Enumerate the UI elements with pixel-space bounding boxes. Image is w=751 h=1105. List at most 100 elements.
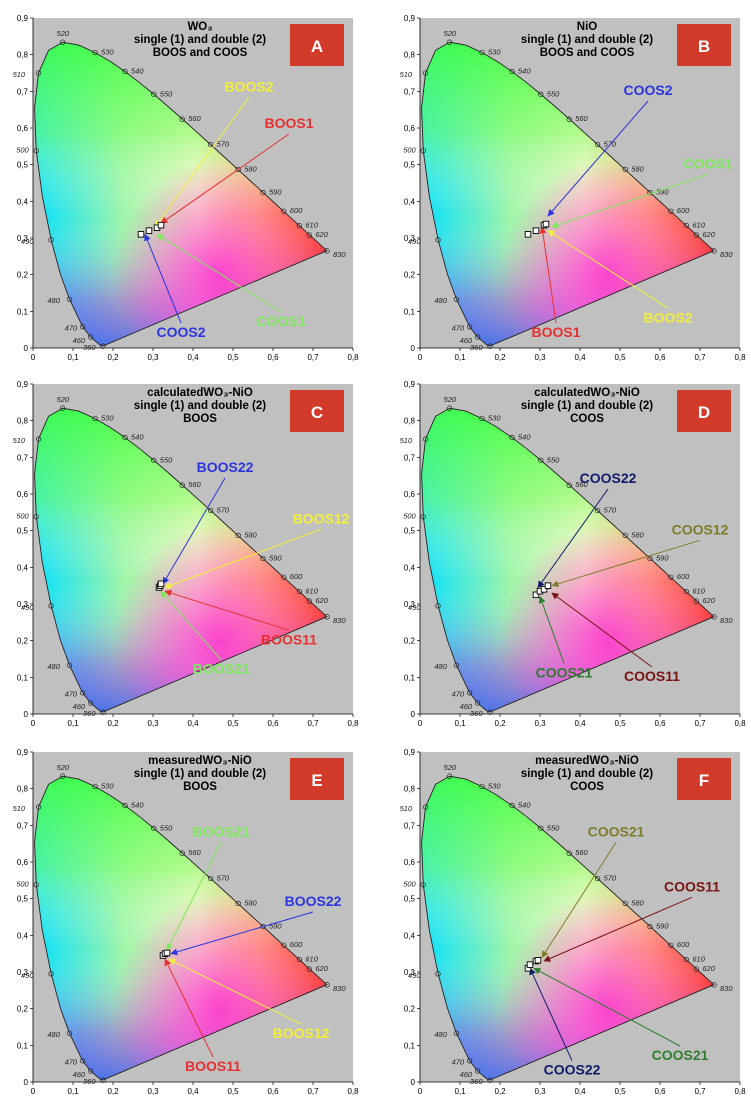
locus-marker-570 xyxy=(207,875,214,882)
panel-letter: A xyxy=(311,37,323,56)
locus-label-830: 830 xyxy=(720,984,733,993)
locus-marker-590 xyxy=(647,923,653,930)
panel-title-line: calculatedWO₃-NiO xyxy=(147,387,253,399)
panel-title-line: WO₃ xyxy=(187,21,212,33)
y-tick-label: 0,1 xyxy=(404,307,416,316)
panel-badge xyxy=(290,758,344,800)
locus-marker-470 xyxy=(79,324,86,330)
y-tick-label: 0,5 xyxy=(404,527,416,536)
y-tick-label: 0,8 xyxy=(17,417,29,426)
locus-marker-570 xyxy=(207,507,214,514)
locus-label-500: 500 xyxy=(403,146,416,155)
y-tick-label: 0,6 xyxy=(17,858,29,867)
locus-marker-460 xyxy=(474,700,481,706)
locus-label-530: 530 xyxy=(488,47,501,56)
x-tick-label: 0,7 xyxy=(307,719,319,728)
annotation-label: BOOS12 xyxy=(293,510,350,526)
locus-label-610: 610 xyxy=(305,955,318,964)
locus-marker-520 xyxy=(59,405,66,411)
locus-label-590: 590 xyxy=(656,188,669,197)
locus-label-620: 620 xyxy=(315,596,328,605)
panel-letter: F xyxy=(699,771,709,790)
locus-label-560: 560 xyxy=(188,848,201,857)
locus-label-460: 460 xyxy=(73,702,86,711)
annotation-arrow xyxy=(551,592,653,668)
locus-label-540: 540 xyxy=(131,801,144,810)
locus-label-580: 580 xyxy=(631,898,644,907)
locus-marker-580 xyxy=(235,900,241,907)
locus-label-470: 470 xyxy=(65,1058,78,1067)
locus-marker-470 xyxy=(466,690,473,696)
locus-marker-570 xyxy=(594,875,601,882)
locus-label-620: 620 xyxy=(315,230,328,239)
annotation-arrow xyxy=(144,233,182,324)
panel-title-line: single (1) and double (2) xyxy=(134,400,266,412)
data-point xyxy=(532,591,540,599)
y-tick-label: 0,5 xyxy=(17,895,29,904)
y-tick-label: 0,8 xyxy=(404,785,416,794)
x-tick-label: 0,4 xyxy=(574,719,586,728)
locus-label-600: 600 xyxy=(290,206,303,215)
y-tick-label: 0,5 xyxy=(404,895,416,904)
x-tick-label: 0,8 xyxy=(734,719,746,728)
x-tick-label: 0,7 xyxy=(307,1087,319,1096)
x-tick-label: 0,6 xyxy=(654,353,666,362)
locus-marker-520 xyxy=(59,39,66,45)
y-tick-label: 0,4 xyxy=(404,197,416,206)
annotation-arrow xyxy=(547,230,669,309)
locus-marker-510 xyxy=(35,436,42,442)
locus-marker-550 xyxy=(151,457,157,463)
panel-letter: B xyxy=(698,37,710,56)
annotation-label: COOS21 xyxy=(652,1047,709,1063)
x-tick-label: 0,3 xyxy=(147,1087,159,1096)
locus-label-460: 460 xyxy=(73,1070,86,1079)
x-tick-label: 0 xyxy=(31,1087,36,1096)
x-tick-label: 0,1 xyxy=(67,353,79,362)
x-tick-label: 0,2 xyxy=(494,1087,506,1096)
locus-marker-460 xyxy=(474,334,481,340)
y-tick-label: 0,1 xyxy=(17,1041,29,1050)
locus-label-580: 580 xyxy=(244,898,257,907)
x-tick-label: 0,8 xyxy=(347,1087,359,1096)
annotation-arrow xyxy=(164,528,322,589)
locus-label-610: 610 xyxy=(692,955,705,964)
y-tick-label: 0,7 xyxy=(17,87,29,96)
locus-marker-360 xyxy=(487,343,493,349)
annotation-label: BOOS21 xyxy=(193,823,250,839)
y-tick-label: 0,7 xyxy=(17,821,29,830)
locus-marker-830 xyxy=(324,982,330,988)
locus-marker-540 xyxy=(122,434,128,441)
y-tick-label: 0 xyxy=(411,1078,416,1087)
y-tick-label: 0,6 xyxy=(404,124,416,133)
y-tick-label: 0,2 xyxy=(17,637,29,646)
panel-letter: E xyxy=(311,771,322,790)
locus-marker-550 xyxy=(538,825,544,831)
locus-marker-590 xyxy=(647,555,653,562)
data-point xyxy=(145,227,153,234)
y-tick-label: 0,5 xyxy=(17,527,29,536)
locus-marker-530 xyxy=(479,415,485,422)
y-tick-label: 0 xyxy=(24,710,29,719)
locus-label-500: 500 xyxy=(16,146,29,155)
y-tick-label: 0 xyxy=(411,710,416,719)
x-tick-label: 0,4 xyxy=(187,1087,199,1096)
locus-label-590: 590 xyxy=(656,922,669,931)
locus-label-490: 490 xyxy=(408,971,421,980)
x-tick-label: 0,7 xyxy=(694,1087,706,1096)
annotation-label: COOS1 xyxy=(683,155,732,171)
locus-marker-590 xyxy=(260,923,266,930)
x-tick-label: 0,5 xyxy=(227,353,239,362)
y-tick-label: 0 xyxy=(411,344,416,353)
x-tick-label: 0 xyxy=(418,353,423,362)
locus-label-460: 460 xyxy=(73,336,86,345)
locus-marker-610 xyxy=(296,222,303,229)
locus-marker-490 xyxy=(435,603,441,609)
locus-label-520: 520 xyxy=(57,395,70,404)
locus-marker-460 xyxy=(87,334,94,340)
spectral-locus xyxy=(421,41,715,347)
x-tick-label: 0,2 xyxy=(107,719,119,728)
panel-title-line: COOS xyxy=(570,413,604,425)
locus-label-510: 510 xyxy=(400,804,413,813)
locus-marker-530 xyxy=(92,783,98,790)
